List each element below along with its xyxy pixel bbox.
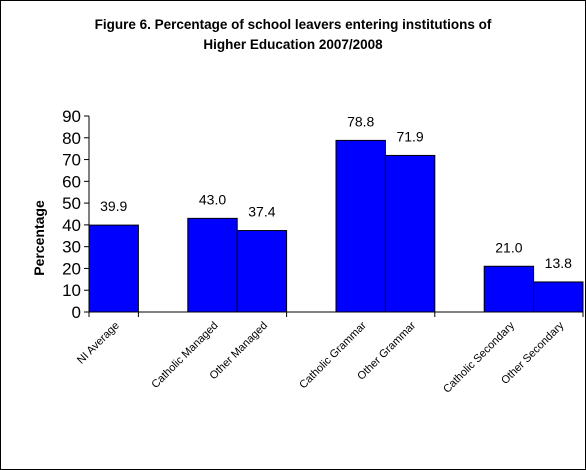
- chart-title-line-1: Figure 6. Percentage of school leavers e…: [94, 17, 492, 32]
- y-tick-label: 20: [62, 259, 81, 278]
- y-tick-label: 10: [62, 281, 81, 300]
- y-tick-label: 40: [62, 216, 81, 235]
- bar: [187, 217, 238, 313]
- data-label: 39.9: [100, 198, 127, 214]
- data-label: 37.4: [248, 204, 275, 220]
- y-tick-label: 70: [62, 151, 81, 170]
- x-tick-label: NI Average: [75, 320, 122, 367]
- chart-title: Figure 6. Percentage of school leavers e…: [1, 15, 585, 55]
- data-label: 71.9: [396, 128, 423, 144]
- x-tick-label: Catholic Managed: [149, 320, 220, 391]
- y-axis-label: Percentage: [31, 200, 47, 276]
- bar: [88, 224, 139, 313]
- data-label: 21.0: [495, 239, 522, 255]
- bar: [533, 281, 584, 313]
- y-tick-label: 80: [62, 129, 81, 148]
- x-tick-label: Catholic Grammar: [297, 319, 369, 391]
- y-tick-label: 60: [62, 172, 81, 191]
- data-label: 13.8: [545, 255, 572, 271]
- bar: [335, 139, 386, 313]
- bar: [384, 154, 436, 313]
- data-label: 78.8: [347, 113, 374, 129]
- y-tick-label: 90: [62, 107, 81, 126]
- y-tick-label: 0: [72, 303, 81, 322]
- chart-title-line-2: Higher Education 2007/2008: [203, 37, 383, 52]
- data-label: 43.0: [199, 191, 226, 207]
- y-tick-label: 50: [62, 194, 81, 213]
- bar: [236, 230, 288, 313]
- bar: [483, 265, 535, 313]
- y-tick-label: 30: [62, 238, 81, 257]
